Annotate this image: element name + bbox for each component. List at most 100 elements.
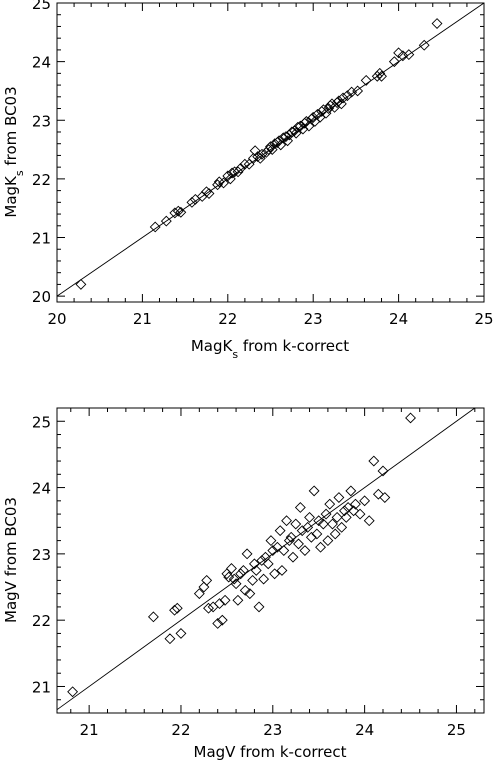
data-point — [278, 545, 290, 556]
data-point — [388, 56, 400, 68]
data-point — [230, 578, 242, 590]
data-point — [207, 601, 219, 613]
data-point — [149, 221, 161, 233]
y-tick-label: 24 — [32, 54, 51, 72]
data-point — [285, 531, 297, 543]
data-point — [324, 498, 336, 510]
data-point — [348, 505, 360, 517]
plot-frame — [56, 407, 485, 714]
tick-labels: 21 22 23 24 25 21 22 23 24 25 — [32, 413, 466, 739]
data-point — [345, 485, 357, 497]
data-point — [193, 588, 205, 600]
data-point — [247, 574, 259, 586]
data-point — [263, 144, 275, 156]
y-axis-label: MagV from BC03 — [2, 497, 20, 623]
data-point — [338, 505, 350, 517]
data-point — [376, 70, 387, 82]
y-tick-label: 23 — [32, 546, 51, 564]
data-point — [252, 151, 264, 163]
data-point — [341, 90, 353, 102]
y-tick-label: 24 — [32, 480, 51, 498]
data-point — [333, 492, 345, 503]
data-points — [75, 18, 443, 290]
data-point — [258, 573, 270, 585]
data-point — [232, 166, 244, 178]
data-point — [212, 179, 223, 191]
data-point — [75, 278, 87, 290]
x-tick-label: 22 — [218, 310, 237, 328]
data-point — [189, 193, 201, 205]
data-point — [393, 47, 405, 59]
data-point — [318, 104, 329, 116]
one-to-one-line — [56, 407, 476, 711]
data-point — [300, 115, 312, 127]
data-point — [226, 167, 238, 179]
data-point — [303, 120, 315, 132]
axis-ticks — [56, 2, 485, 302]
data-point — [280, 131, 292, 143]
data-point — [290, 127, 302, 139]
data-point — [265, 141, 276, 153]
x-tick-label: 23 — [304, 310, 323, 328]
y-tick-label: 23 — [32, 112, 51, 130]
data-point — [254, 152, 266, 164]
data-point — [317, 518, 329, 530]
data-point — [340, 511, 352, 523]
data-point — [371, 70, 383, 82]
data-point — [248, 558, 260, 570]
data-point — [327, 518, 338, 530]
y-tick-label: 25 — [32, 413, 51, 431]
data-point — [331, 511, 343, 523]
data-point — [335, 98, 347, 110]
data-point — [379, 492, 391, 503]
y-tick-label: 21 — [32, 678, 51, 696]
data-point — [359, 495, 371, 507]
data-point — [287, 551, 299, 563]
data-point — [147, 611, 159, 623]
data-point — [201, 186, 212, 198]
data-point — [288, 125, 300, 137]
data-point — [322, 535, 334, 547]
data-point — [336, 521, 348, 533]
data-point — [235, 568, 247, 580]
data-point — [250, 565, 262, 576]
data-point — [304, 511, 315, 523]
data-point — [354, 508, 366, 520]
data-point — [372, 488, 384, 500]
data-point — [311, 528, 323, 540]
data-point — [213, 176, 225, 188]
data-point — [186, 196, 198, 208]
data-point — [320, 508, 332, 520]
data-point — [253, 601, 265, 613]
x-tick-label: 21 — [133, 310, 152, 328]
x-tick-label: 22 — [171, 721, 190, 739]
data-point — [219, 594, 231, 606]
data-point — [172, 205, 184, 217]
x-axis-label: MagV from k-correct — [194, 743, 347, 761]
data-point — [405, 412, 416, 424]
data-point — [276, 565, 288, 576]
axis-ticks — [57, 407, 484, 714]
data-point — [226, 563, 237, 574]
y-tick-label: 22 — [32, 612, 51, 630]
data-point — [249, 145, 261, 157]
data-point — [237, 565, 249, 576]
y-axis-label: MagKs from BC03 — [2, 86, 26, 217]
data-point — [160, 215, 172, 227]
x-tick-label: 25 — [474, 310, 493, 328]
data-point — [214, 598, 225, 610]
data-point — [175, 627, 187, 639]
data-point — [299, 545, 311, 556]
data-point — [403, 49, 415, 61]
data-point — [397, 50, 409, 62]
data-point — [241, 548, 253, 560]
data-point — [273, 135, 285, 147]
data-point — [283, 535, 295, 547]
data-point — [360, 74, 372, 86]
data-point — [368, 455, 380, 467]
data-point — [290, 518, 302, 530]
data-point — [308, 485, 320, 497]
data-point — [329, 101, 340, 113]
data-point — [293, 538, 304, 550]
